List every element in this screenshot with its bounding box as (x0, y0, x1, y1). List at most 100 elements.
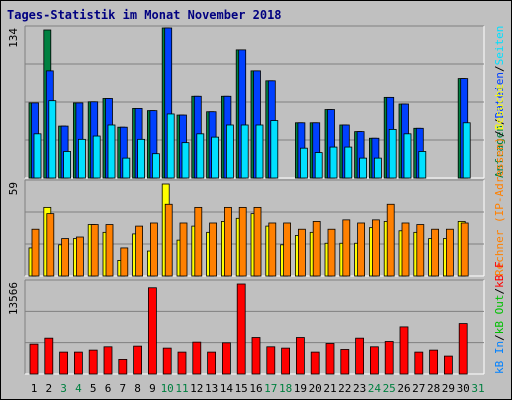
x-label-day-28: 28 (427, 382, 440, 395)
bar-pages-day-4 (78, 138, 86, 179)
legend-sep1: / (493, 334, 506, 341)
bar-sites-day-28 (431, 228, 440, 277)
x-label-day-23: 23 (353, 382, 366, 395)
x-label-day-22: 22 (338, 382, 351, 395)
bar-kb_f-day-12 (192, 341, 202, 375)
bar-kb_f-day-28 (429, 349, 439, 375)
bar-kb_f-day-6 (103, 346, 113, 375)
x-label-day-26: 26 (397, 382, 410, 395)
bar-sites-day-30 (460, 222, 469, 277)
bar-sites-day-1 (31, 228, 40, 277)
bar-pages-day-15 (240, 124, 249, 179)
bar-pages-day-1 (33, 133, 42, 179)
x-label-day-19: 19 (294, 382, 307, 395)
legend-pages: Seiten (493, 26, 506, 66)
bar-kb_f-day-23 (355, 337, 365, 375)
bar-pages-day-7 (122, 157, 131, 179)
x-label-day-12: 12 (190, 382, 203, 395)
x-label-day-21: 21 (323, 382, 336, 395)
x-label-day-7: 7 (119, 382, 126, 395)
legend-sep2: / (493, 288, 506, 295)
bar-sites-day-20 (312, 221, 321, 277)
bar-kb_f-day-2 (44, 337, 54, 375)
x-label-day-1: 1 (31, 382, 38, 395)
bar-pages-day-8 (137, 138, 146, 179)
x-label-day-14: 14 (220, 382, 234, 395)
x-label-day-11: 11 (175, 382, 188, 395)
x-label-day-20: 20 (309, 382, 322, 395)
bar-kb_f-day-29 (443, 355, 453, 375)
bar-kb_f-day-21 (325, 343, 335, 375)
bar-kb_f-day-27 (414, 351, 424, 375)
legend-kb_in: kB In (493, 341, 506, 374)
bar-kb_f-day-8 (133, 345, 143, 375)
bar-sites-day-17 (268, 222, 277, 277)
bar-sites-day-13 (209, 222, 218, 277)
bar-sites-day-18 (283, 222, 292, 277)
bar-kb_f-day-30 (458, 323, 468, 375)
bar-kb_f-day-7 (118, 359, 128, 375)
bar-sites-day-23 (357, 222, 366, 277)
legend-kb_out: kB Out (493, 295, 506, 335)
bar-sites-day-5 (90, 224, 99, 277)
bar-pages-day-19 (299, 147, 308, 179)
bar-sites-day-8 (135, 225, 144, 277)
bar-pages-day-13 (211, 136, 220, 179)
bar-kb_f-day-14 (221, 342, 231, 375)
bar-sites-day-10 (164, 203, 173, 277)
legend-panel-1: Anfragen/Dateien/Seiten (493, 26, 506, 178)
bar-pages-day-27 (418, 151, 427, 179)
legend-sep2: / (493, 65, 506, 72)
bar-pages-day-9 (151, 153, 160, 179)
bar-pages-day-10 (166, 113, 175, 179)
x-label-day-5: 5 (90, 382, 97, 395)
bar-kb_f-day-16 (251, 337, 261, 375)
bar-kb_f-day-13 (207, 351, 217, 375)
x-label-day-25: 25 (383, 382, 396, 395)
bar-sites-day-27 (416, 224, 425, 277)
bar-sites-day-21 (327, 228, 336, 277)
x-label-day-15: 15 (235, 382, 248, 395)
bar-sites-day-7 (120, 247, 129, 277)
bar-sites-day-16 (253, 206, 262, 277)
x-label-day-2: 2 (45, 382, 52, 395)
bar-pages-day-20 (314, 152, 323, 179)
bar-kb_f-day-3 (59, 351, 68, 375)
bar-sites-day-22 (342, 219, 351, 277)
x-label-day-16: 16 (249, 382, 262, 395)
legend-kb_f: kB F (493, 261, 506, 288)
bar-sites-day-6 (105, 224, 114, 277)
y-max-label-3: 13566 (7, 282, 20, 315)
bar-kb_f-day-15 (236, 283, 246, 375)
bar-pages-day-23 (359, 157, 368, 179)
bar-kb_f-day-10 (162, 347, 172, 375)
bar-kb_f-day-18 (281, 347, 291, 375)
chart-title: Tages-Statistik im Monat November 2018 (7, 8, 282, 22)
x-label-day-8: 8 (134, 382, 141, 395)
bar-sites-day-26 (401, 222, 410, 277)
bar-sites-day-2 (46, 213, 55, 277)
bar-pages-day-25 (388, 129, 397, 179)
bar-sites-day-4 (76, 236, 84, 277)
bar-kb_f-day-11 (177, 351, 187, 375)
bar-kb_f-day-26 (399, 326, 409, 375)
x-label-day-6: 6 (105, 382, 112, 395)
x-label-day-27: 27 (412, 382, 425, 395)
bar-pages-day-30 (462, 122, 471, 179)
bar-kb_f-day-9 (147, 287, 157, 375)
bar-pages-day-24 (373, 157, 382, 179)
bar-pages-day-5 (92, 135, 101, 179)
bar-pages-day-2 (48, 100, 57, 179)
legend-sep: / (493, 130, 506, 137)
legend-sites: Rechner (IP-Adressen) (493, 137, 506, 276)
bar-kb_f-day-24 (369, 346, 379, 375)
bar-pages-day-14 (225, 124, 234, 179)
bar-sites-day-24 (371, 219, 380, 277)
bar-kb_f-day-20 (310, 351, 320, 375)
x-label-day-18: 18 (279, 382, 292, 395)
bar-sites-day-29 (445, 228, 454, 277)
x-label-day-24: 24 (368, 382, 382, 395)
legend-panel-2: Rechner (IP-Adressen)/Besuche (493, 84, 506, 276)
bar-kb_f-day-25 (384, 341, 394, 375)
